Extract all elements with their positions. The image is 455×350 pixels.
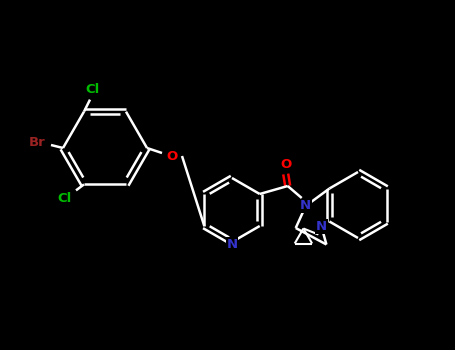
Text: N: N [316,220,327,233]
Text: Br: Br [29,136,46,149]
Text: Cl: Cl [85,83,99,96]
Text: N: N [227,238,238,251]
Text: Cl: Cl [57,192,71,205]
Text: N: N [300,199,311,212]
Text: O: O [167,149,177,162]
Text: O: O [280,158,291,170]
